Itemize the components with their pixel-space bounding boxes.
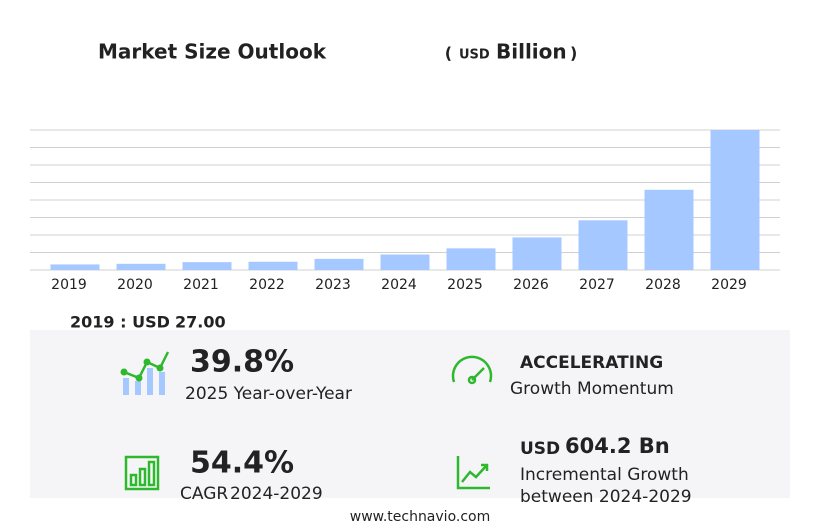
base-label: 2019 : USD [70,313,170,332]
bar [380,254,430,270]
chart-title: Market Size Outlook [98,40,327,64]
unit-currency: USD [459,48,490,63]
incr-period: between 2024-2029 [520,487,692,507]
incr-value: 604.2 Bn [565,434,670,458]
bar [578,220,628,270]
x-tick-label: 2026 [513,277,549,293]
unit-scale: Billion [496,40,567,64]
x-tick-label: 2023 [315,277,351,293]
x-tick-label: 2022 [249,277,285,293]
footer: www.technavio.com [350,509,491,525]
incr-icon [456,456,490,490]
yoy-value: 39.8% [190,345,294,380]
momentum-value: ACCELERATING [520,353,663,373]
summary-panel [30,330,790,498]
x-tick-label: 2029 [711,277,747,293]
x-tick-label: 2027 [579,277,615,293]
base-value: 27.00 [175,313,226,332]
bar [644,189,694,270]
bar [50,264,100,270]
bar [446,248,496,270]
x-tick-label: 2021 [183,277,219,293]
momentum-label: Growth Momentum [510,379,674,399]
incr-label: Incremental Growth [520,465,689,485]
x-tick-label: 2025 [447,277,483,293]
momentum-icon [451,355,493,385]
incr-currency: USD [520,439,560,459]
bar [314,258,364,270]
bar [182,262,232,270]
cagr-label: CAGR [180,484,228,504]
x-tick-label: 2020 [117,277,153,293]
cagr-value: 54.4% [190,446,294,481]
cagr-icon [124,455,160,491]
bar [248,261,298,270]
x-tick-label: 2019 [51,277,87,293]
yoy-icon [120,351,170,395]
cagr-period: 2024-2029 [230,484,323,504]
x-tick-label: 2028 [645,277,681,293]
bars [50,130,760,270]
unit-open: ( [445,44,452,63]
yoy-label: 2025 Year-over-Year [185,384,352,404]
unit-close: ) [570,44,577,63]
bar [116,263,166,270]
bar [512,237,562,270]
x-tick-label: 2024 [381,277,417,293]
bar [710,130,760,270]
